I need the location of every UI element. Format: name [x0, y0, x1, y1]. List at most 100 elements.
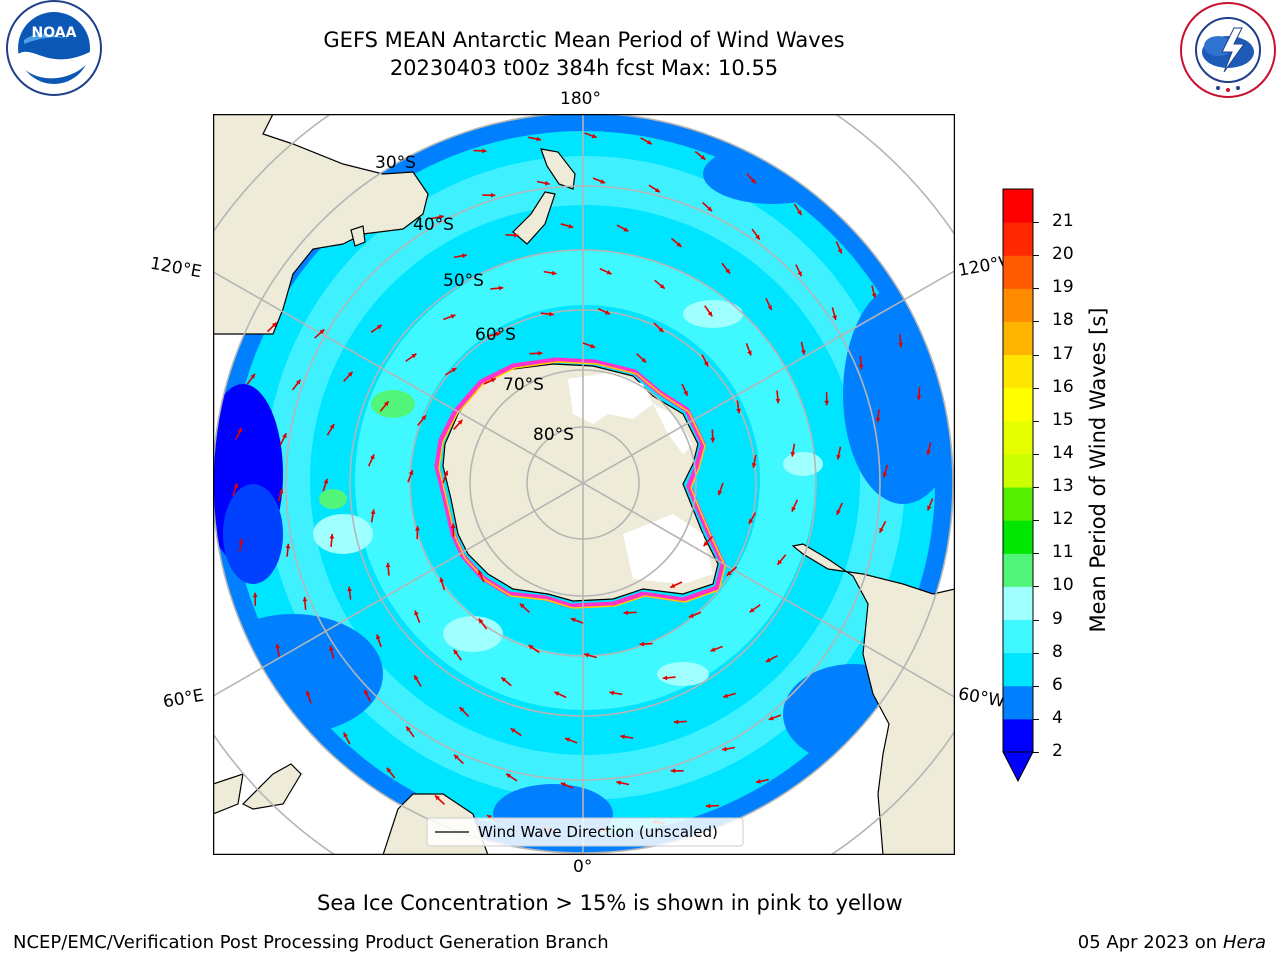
wave-arrow-head	[376, 634, 381, 640]
wave-arrow-head	[777, 559, 783, 565]
wave-arrow-head	[749, 607, 755, 613]
colorbar-tick-label: 10	[1052, 575, 1074, 596]
colorbar-tick-mark	[1033, 718, 1039, 720]
colorbar-frame	[1002, 188, 1034, 753]
wave-arrow-head	[836, 454, 842, 460]
colorbar-tick-mark	[1033, 752, 1039, 753]
colorbar-cell	[1003, 652, 1033, 687]
lat-label-40: 40°S	[413, 215, 454, 235]
colorbar-tick-label: 9	[1052, 608, 1063, 629]
wave-arrow-head	[659, 283, 665, 289]
wave-arrow-head	[554, 691, 560, 696]
map-frame	[213, 114, 955, 855]
wave-arrow-head	[600, 179, 606, 184]
wave-arrow-head	[654, 187, 660, 193]
wave-arrow-head	[858, 364, 864, 370]
wave-arrow-head	[386, 767, 392, 773]
colorbar-tick-mark	[1033, 387, 1039, 389]
wave-arrow-head	[439, 214, 444, 220]
wave-arrow-head	[791, 506, 796, 512]
wave-arrow-head	[747, 350, 752, 356]
colorbar-cell	[1003, 354, 1033, 389]
wave-arrow-head	[591, 133, 597, 139]
footer-date-text: 05 Apr 2023 on	[1077, 932, 1223, 953]
wave-arrow-head	[722, 746, 727, 752]
wave-arrow-head	[478, 618, 484, 624]
wave-arrow-head	[623, 227, 629, 232]
land-masses	[213, 114, 955, 855]
wave-arrow-head	[252, 592, 258, 598]
wave-arrow-head	[606, 270, 612, 275]
wave-arrow-head	[278, 488, 284, 494]
colorbar-tick-label: 15	[1052, 409, 1074, 430]
wave-arrow-head	[726, 570, 732, 576]
wave-arrow-head	[238, 538, 244, 544]
wave-arrow-head	[646, 139, 652, 145]
colorbar-cell	[1003, 387, 1033, 422]
lat-label-70: 70°S	[503, 375, 544, 395]
legend-label: Wind Wave Direction (unscaled)	[478, 823, 718, 841]
wave-arrow-head	[370, 509, 376, 515]
wave-arrow-head	[700, 155, 706, 160]
lon-label-top: 180°	[560, 89, 601, 109]
wave-arrow-head	[609, 690, 615, 696]
wave-arrow-head	[329, 646, 334, 651]
wave-arrow-head	[478, 570, 483, 576]
wave-arrow-head	[343, 732, 348, 738]
wave-arrow-head	[620, 734, 626, 740]
wave-arrow-head	[767, 305, 772, 311]
wave-arrow-head	[406, 726, 411, 732]
wave-arrow-head	[282, 433, 287, 439]
map-legend: Wind Wave Direction (unscaled)	[426, 817, 744, 847]
wave-arrow-head	[560, 782, 566, 787]
colorbar-tick-label: 20	[1052, 244, 1074, 265]
colorbar-tick-label: 16	[1052, 376, 1074, 397]
wave-arrow-head	[639, 641, 645, 647]
noaa-logo: NOAA	[6, 0, 102, 96]
colorbar-tick-mark	[1033, 255, 1039, 257]
wave-arrow-head	[506, 773, 512, 779]
wave-arrow-head	[926, 450, 931, 455]
wind-wave-arrows	[232, 132, 934, 833]
wave-arrow-head	[683, 390, 688, 396]
wave-arrow-head	[879, 527, 884, 533]
lon-label-120e: 120°E	[148, 253, 204, 283]
wave-arrow-head	[453, 754, 459, 760]
wave-arrow-head	[710, 437, 716, 443]
lon-label-60e: 60°E	[161, 685, 206, 713]
wave-arrow-head	[414, 610, 419, 616]
wave-arrow-head	[414, 675, 419, 681]
wave-arrow-head	[832, 315, 837, 320]
lon-label-bottom: 0°	[573, 857, 593, 877]
nws-logo	[1180, 2, 1276, 98]
wave-arrow-head	[871, 293, 877, 298]
wave-arrow-head	[790, 451, 796, 457]
colorbar-tick-label: 11	[1052, 542, 1074, 563]
wave-arrow-head	[717, 490, 723, 496]
wave-arrow-head	[750, 178, 756, 184]
wave-arrow-head	[800, 349, 806, 355]
footer-date: 05 Apr 2023 on Hera	[1078, 932, 1266, 953]
wave-arrow-head	[623, 610, 629, 616]
wave-arrow-head	[347, 371, 353, 377]
colorbar-tick-mark	[1033, 619, 1039, 621]
wave-arrow-head	[584, 652, 589, 658]
wave-arrow-head	[641, 357, 647, 363]
wave-arrow-head	[495, 331, 501, 337]
wave-arrow-head	[710, 647, 716, 652]
colorbar-tick-label: 19	[1052, 277, 1074, 298]
wave-arrow-head	[768, 715, 774, 721]
wave-arrow-head	[707, 311, 713, 317]
wave-arrow-head	[544, 180, 550, 186]
colorbar-tick-label: 13	[1052, 476, 1074, 497]
colorbar-cell	[1003, 718, 1033, 753]
wave-arrow-head	[487, 815, 493, 820]
wave-arrow-head	[237, 427, 242, 433]
wave-arrow-head	[514, 232, 519, 238]
wave-arrow-head	[775, 398, 781, 404]
wave-arrow-head	[329, 423, 335, 429]
colorbar-cell	[1003, 420, 1033, 455]
colorbar-cell	[1003, 222, 1033, 256]
graticule	[213, 114, 955, 855]
colorbar	[1002, 188, 1034, 783]
